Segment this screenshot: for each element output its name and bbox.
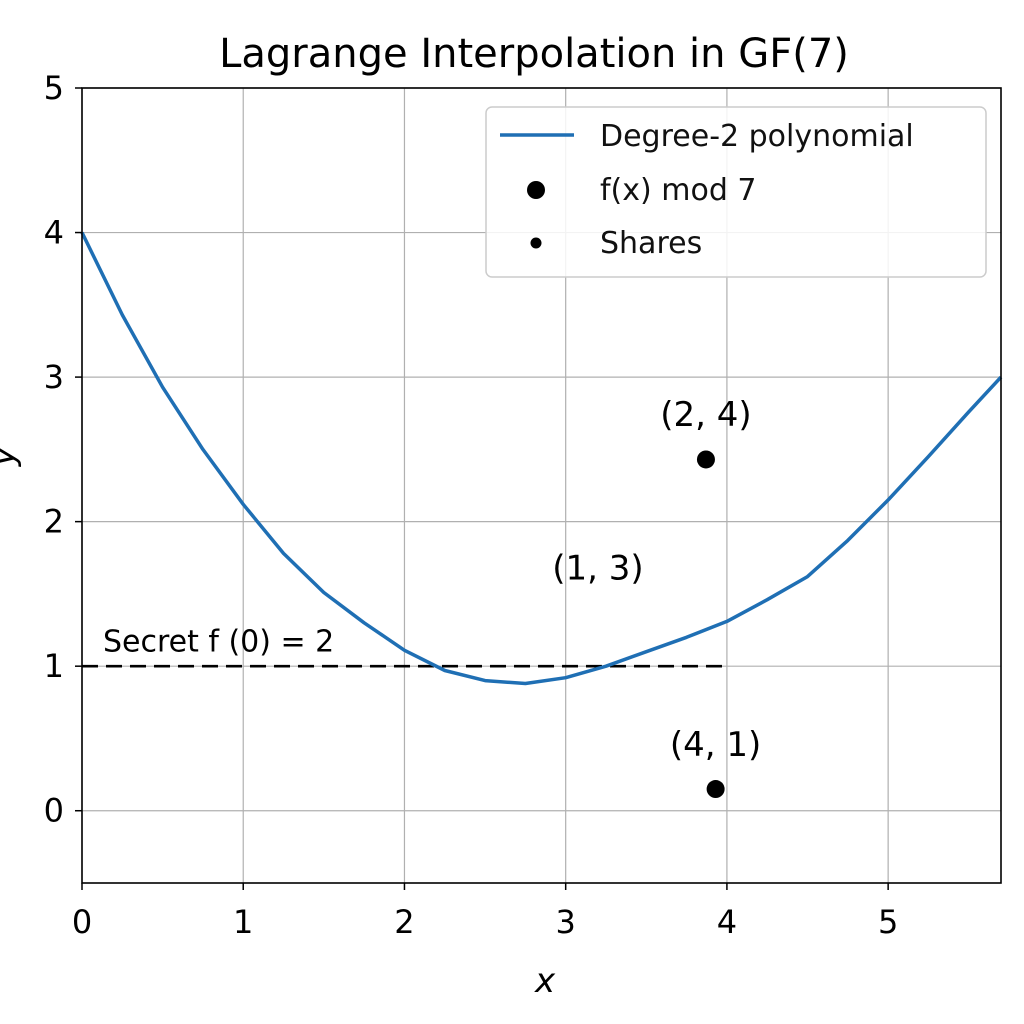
- x-tick-label-0: 0: [72, 903, 92, 941]
- annotations-layer: (2, 4) (1, 3) (4, 1) Secret f (0) = 2: [103, 395, 761, 765]
- series-layer: [80, 231, 1003, 686]
- point-label-2: (4, 1): [670, 725, 761, 765]
- data-point-1-0: [696, 450, 715, 469]
- y-axis-label: y: [0, 445, 23, 467]
- legend-label-shares: Shares: [600, 226, 702, 261]
- x-tick-label-1: 1: [233, 903, 253, 941]
- legend-label-fx: f(x) mod 7: [600, 173, 757, 208]
- y-tick-label-2: 2: [44, 503, 64, 541]
- y-tick-label-0: 0: [44, 792, 64, 830]
- points-layer: [696, 450, 725, 799]
- point-label-0: (2, 4): [660, 395, 751, 435]
- y-tick-label-5: 5: [44, 69, 64, 107]
- legend-swatch-dot-small: [530, 237, 542, 249]
- y-tick-label-1: 1: [44, 647, 64, 685]
- legend-swatch-dot-large: [527, 181, 545, 199]
- data-point-1-1: [706, 780, 725, 799]
- x-tick-label-2: 2: [394, 903, 414, 941]
- legend-label-polynomial: Degree-2 polynomial: [600, 119, 914, 154]
- point-label-1: (1, 3): [552, 548, 643, 588]
- x-tick-label-3: 3: [556, 903, 576, 941]
- plot-frame: [81, 87, 1002, 884]
- series-line-polynomial: [80, 231, 1003, 686]
- y-tick-label-3: 3: [44, 358, 64, 396]
- x-tick-label-4: 4: [717, 903, 737, 941]
- x-tick-label-5: 5: [878, 903, 898, 941]
- legend: Degree-2 polynomial f(x) mod 7 Shares: [485, 106, 987, 278]
- y-tick-label-4: 4: [44, 214, 64, 252]
- x-axis-label: x: [534, 961, 556, 1001]
- ticks-layer: 0 1 2 3 4 5 0 1 2 3 4 5: [44, 69, 899, 941]
- chart-title: Lagrange Interpolation in GF(7): [219, 31, 849, 77]
- legend-box: [485, 106, 987, 278]
- secret-label: Secret f (0) = 2: [103, 625, 334, 660]
